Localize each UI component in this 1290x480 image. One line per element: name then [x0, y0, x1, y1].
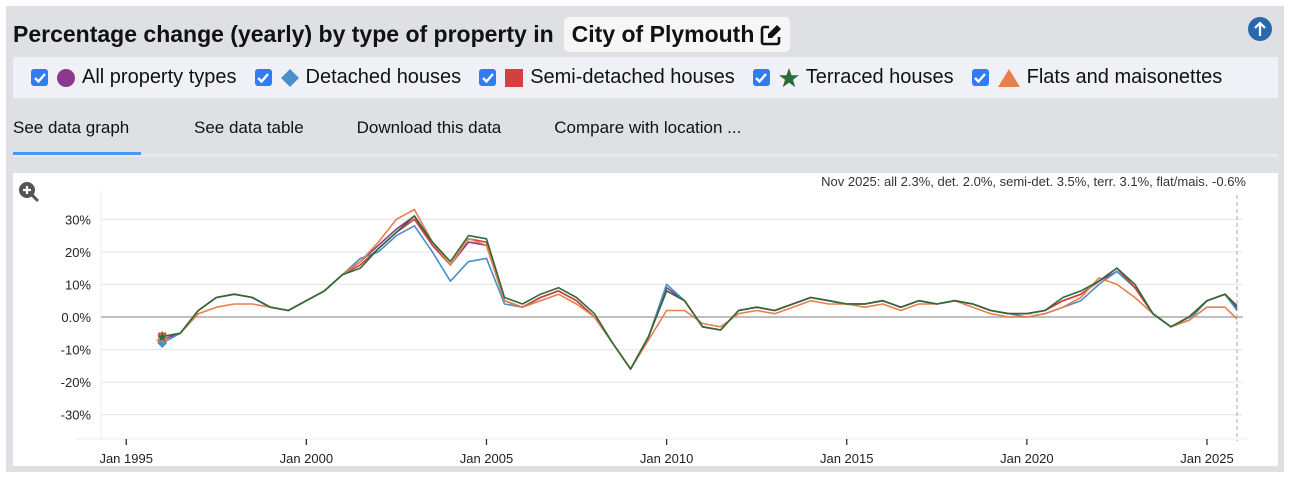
- x-tick-label: Jan 2005: [460, 451, 514, 466]
- check-icon: [974, 72, 987, 83]
- legend-label: All property types: [82, 66, 237, 88]
- y-tick-label: -30%: [61, 408, 92, 423]
- zoom-in-icon[interactable]: [19, 182, 40, 203]
- edit-icon: [761, 24, 782, 45]
- page-title: Percentage change (yearly) by type of pr…: [13, 17, 791, 52]
- checkbox[interactable]: [752, 69, 770, 86]
- y-tick-label: 20%: [65, 245, 91, 260]
- scroll-top-button[interactable]: [1248, 17, 1272, 41]
- triangle-marker-icon: [997, 68, 1021, 88]
- tab-bar: See data graph See data table Download t…: [13, 110, 1278, 157]
- legend-label: Semi-detached houses: [530, 66, 735, 88]
- x-tick-label: Jan 2000: [280, 451, 334, 466]
- legend-label: Flats and maisonettes: [1026, 66, 1223, 88]
- square-marker-icon: [504, 68, 524, 88]
- x-tick-label: Jan 2025: [1180, 451, 1234, 466]
- title-text: Percentage change (yearly) by type of pr…: [13, 21, 554, 47]
- legend-label: Detached houses: [305, 66, 462, 88]
- y-tick-label: 30%: [65, 212, 91, 227]
- location-name: City of Plymouth: [571, 21, 755, 47]
- chart-area: Nov 2025: all 2.3%, det. 2.0%, semi-det.…: [13, 173, 1278, 466]
- legend-label: Terraced houses: [805, 66, 954, 88]
- tab-see-data-table[interactable]: See data table: [194, 118, 304, 137]
- legend-item-terraced-houses[interactable]: Terraced houses: [752, 66, 954, 89]
- checkbox[interactable]: [31, 69, 48, 86]
- location-selector[interactable]: City of Plymouth: [563, 17, 791, 52]
- start-marker: [157, 338, 168, 349]
- legend-item-semi-detached-houses[interactable]: Semi-detached houses: [479, 66, 735, 89]
- series-line-terraced-houses: [162, 215, 1238, 370]
- arrow-up-icon: [1254, 21, 1266, 36]
- y-tick-label: -20%: [61, 375, 92, 390]
- series-line-detached-houses: [161, 224, 1238, 370]
- checkbox[interactable]: [971, 69, 989, 86]
- chart-annotation: Nov 2025: all 2.3%, det. 2.0%, semi-det.…: [821, 174, 1246, 189]
- legend-item-detached-houses[interactable]: Detached houses: [254, 66, 462, 89]
- x-tick-label: Jan 2015: [820, 451, 874, 466]
- tab-see-data-graph[interactable]: See data graph: [13, 110, 141, 155]
- check-icon: [257, 72, 269, 83]
- checkbox[interactable]: [254, 69, 272, 86]
- y-tick-label: -10%: [61, 343, 92, 358]
- checkbox[interactable]: [479, 69, 497, 86]
- start-marker: [157, 331, 168, 342]
- star-marker-icon: [778, 67, 800, 89]
- tab-download-data[interactable]: Download this data: [356, 118, 502, 137]
- series-line-flats-and-maisonettes: [162, 208, 1238, 370]
- check-icon: [755, 72, 768, 83]
- legend: All property types Detached houses Semi-de…: [13, 57, 1278, 98]
- series-line-semi-detached-houses: [162, 218, 1238, 370]
- check-icon: [33, 72, 46, 83]
- tab-compare-location[interactable]: Compare with location ...: [554, 118, 742, 137]
- y-tick-label: 0.0%: [61, 310, 91, 325]
- line-chart: Nov 2025: all 2.3%, det. 2.0%, semi-det.…: [19, 174, 1248, 466]
- circle-marker-icon: [56, 68, 76, 88]
- diamond-marker-icon: [280, 68, 300, 88]
- x-tick-label: Jan 1995: [99, 451, 153, 466]
- legend-item-all-property-types[interactable]: All property types: [31, 66, 237, 89]
- legend-item-flats-and-maisonettes[interactable]: Flats and maisonettes: [971, 66, 1223, 89]
- y-tick-label: 10%: [65, 277, 91, 292]
- check-icon: [481, 72, 494, 83]
- x-tick-label: Jan 2010: [640, 451, 694, 466]
- x-tick-label: Jan 2020: [1000, 451, 1054, 466]
